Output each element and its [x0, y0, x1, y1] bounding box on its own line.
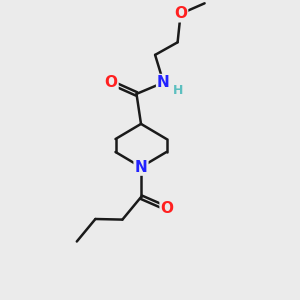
- Text: N: N: [135, 160, 147, 175]
- Text: O: O: [174, 6, 187, 21]
- Text: O: O: [160, 201, 174, 216]
- Text: O: O: [104, 75, 118, 90]
- Text: H: H: [173, 84, 184, 98]
- Text: N: N: [157, 75, 170, 90]
